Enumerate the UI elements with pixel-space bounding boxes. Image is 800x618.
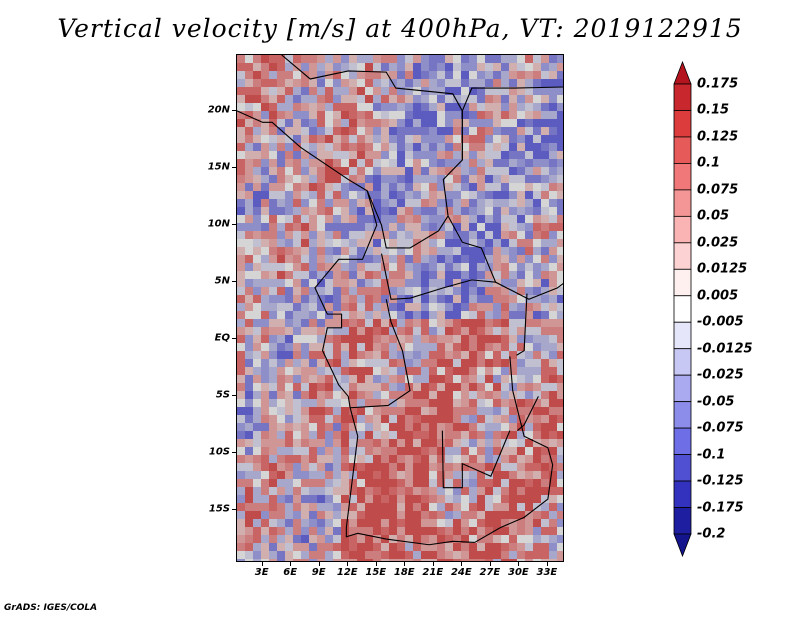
latitude-tick-label: 10S — [208, 446, 230, 458]
colorbar-label: -0.005 — [697, 314, 744, 330]
colorbar-segment — [673, 295, 692, 323]
latitude-tick-label: 15S — [208, 503, 230, 515]
latitude-tick — [232, 395, 236, 397]
colorbar-label: 0.075 — [697, 182, 739, 198]
colorbar-label: -0.2 — [697, 526, 726, 542]
longitude-tick — [347, 562, 349, 566]
longitude-tick — [489, 562, 491, 566]
longitude-tick-label: 15E — [365, 567, 387, 578]
colorbar-label: 0.15 — [697, 102, 730, 118]
colorbar-segment — [673, 321, 692, 350]
colorbar-segment — [673, 60, 692, 85]
map-panel[interactable] — [236, 54, 564, 562]
country-border — [461, 86, 563, 161]
country-border — [366, 190, 449, 249]
colorbar-segment — [673, 480, 692, 508]
longitude-tick-label: 12E — [336, 567, 358, 578]
colorbar-segment — [673, 163, 692, 191]
colorbar-segment — [673, 348, 692, 376]
longitude-tick-label: 18E — [393, 567, 415, 578]
colorbar-label: -0.1 — [697, 447, 726, 463]
longitude-tick — [375, 562, 377, 566]
colorbar-label: -0.05 — [697, 394, 735, 410]
country-border — [281, 55, 563, 300]
colorbar-label: 0.005 — [697, 288, 739, 304]
colorbar-label: 0.175 — [697, 76, 739, 92]
colorbar-segment — [673, 215, 692, 244]
longitude-tick — [404, 562, 406, 566]
country-border — [516, 293, 528, 356]
latitude-tick — [232, 338, 236, 340]
latitude-tick — [232, 281, 236, 283]
latitude-tick — [232, 167, 236, 169]
latitude-tick — [232, 509, 236, 511]
country-border — [237, 110, 475, 546]
colorbar-segment — [673, 427, 692, 455]
colorbar-label: -0.125 — [697, 473, 744, 489]
latitude-tick-label: 5S — [215, 389, 230, 401]
longitude-tick-label: 27E — [479, 567, 501, 578]
longitude-tick — [546, 562, 548, 566]
colorbar-segment — [673, 454, 692, 482]
colorbar-segment — [673, 110, 692, 138]
colorbar-label: 0.0125 — [697, 261, 748, 277]
latitude-tick-label: 20N — [207, 104, 230, 116]
colorbar-label: -0.0125 — [697, 341, 753, 357]
country-border — [517, 396, 539, 431]
colorbar-segment — [673, 374, 692, 403]
longitude-tick — [518, 562, 520, 566]
colorbar-segment — [673, 83, 692, 111]
latitude-tick — [232, 109, 236, 111]
colorbar-segment — [673, 189, 692, 217]
longitude-tick-label: 6E — [283, 567, 298, 578]
longitude-tick — [461, 562, 463, 566]
longitude-tick-label: 9E — [311, 567, 326, 578]
colorbar-label: 0.1 — [697, 155, 721, 171]
country-border — [380, 253, 496, 300]
colorbar-segment — [673, 136, 692, 164]
velocity-field — [237, 55, 563, 561]
longitude-tick-label: 33E — [536, 567, 558, 578]
country-border — [441, 430, 511, 489]
colorbar-label: -0.175 — [697, 500, 744, 516]
longitude-tick — [432, 562, 434, 566]
country-border — [350, 299, 411, 409]
colorbar-label: 0.125 — [697, 129, 739, 145]
colorbar-segment — [673, 401, 692, 429]
colorbar-segment — [673, 268, 692, 297]
colorbar-label: -0.075 — [697, 420, 744, 436]
longitude-tick — [318, 562, 320, 566]
longitude-tick-label: 21E — [422, 567, 444, 578]
latitude-tick — [232, 452, 236, 454]
colorbar-label: -0.025 — [697, 367, 744, 383]
longitude-tick-label: 3E — [254, 567, 269, 578]
chart-title: Vertical velocity [m/s] at 400hPa, VT: 2… — [57, 14, 743, 43]
latitude-tick — [232, 224, 236, 226]
latitude-tick-label: 10N — [207, 218, 230, 230]
latitude-tick-label: 5N — [214, 275, 230, 287]
colorbar-segment — [673, 242, 692, 270]
longitude-tick-label: 30E — [507, 567, 529, 578]
longitude-tick — [261, 562, 263, 566]
field-texture — [237, 55, 563, 561]
longitude-tick — [290, 562, 292, 566]
colorbar-label: 0.05 — [697, 208, 730, 224]
latitude-tick-label: 15N — [207, 161, 230, 173]
colorbar-segment — [673, 533, 692, 558]
latitude-tick-label: EQ — [214, 332, 230, 344]
longitude-tick-label: 24E — [450, 567, 472, 578]
country-border — [474, 356, 554, 543]
grads-credit: GrADS: IGES/COLA — [4, 603, 98, 613]
colorbar-label: 0.025 — [697, 235, 739, 251]
colorbar-segment — [673, 507, 692, 535]
